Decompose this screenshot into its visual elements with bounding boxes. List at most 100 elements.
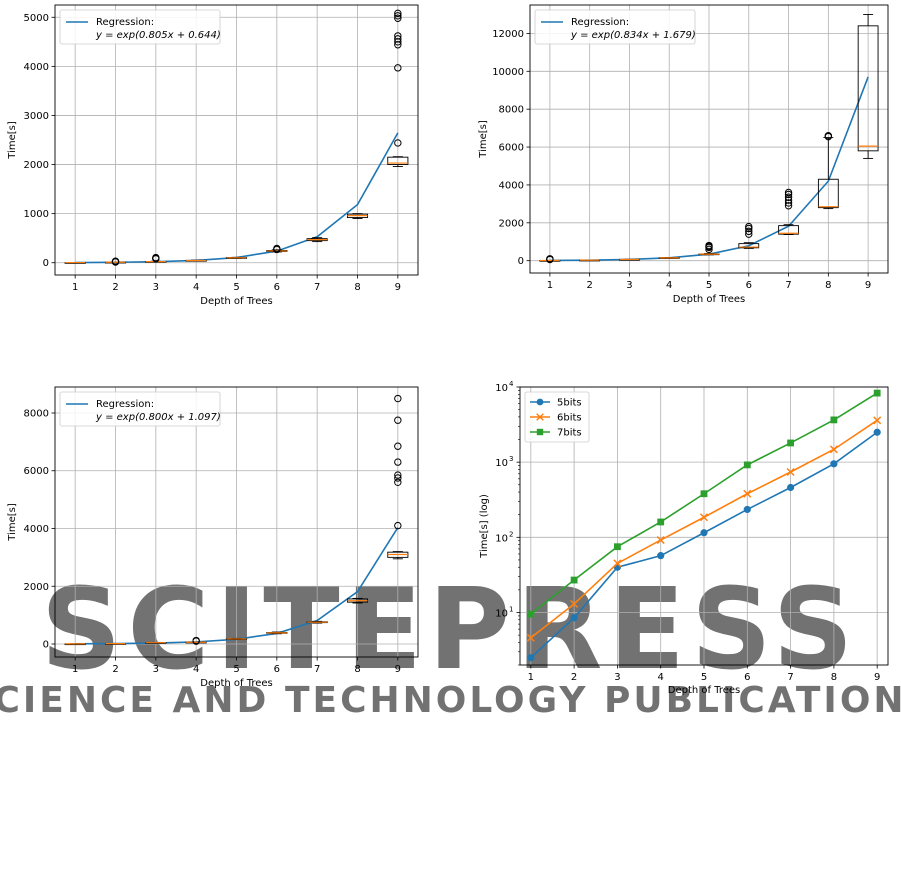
- data-point: [786, 467, 795, 477]
- box-6: [738, 222, 760, 249]
- data-point: [743, 489, 752, 498]
- box-9: [387, 394, 409, 560]
- legend-box: [59, 391, 221, 427]
- x-tick-label: 2: [571, 672, 577, 683]
- outlier-point: [111, 257, 120, 265]
- data-point: [570, 576, 578, 584]
- outlier-point: [394, 12, 402, 20]
- y-tick-label: 12000: [492, 29, 524, 40]
- outlier-point: [824, 131, 833, 140]
- box-3: [619, 258, 640, 261]
- x-tick-label: 9: [395, 282, 401, 293]
- legend-marker: [536, 428, 544, 436]
- box-1: [64, 261, 86, 264]
- y-axis-label: Time[s] (log): [479, 494, 490, 559]
- data-point: [830, 460, 838, 468]
- box-5: [225, 637, 248, 640]
- y-tick-label: 2000: [24, 582, 49, 593]
- data-point: [700, 490, 708, 498]
- x-tick-label: 9: [865, 280, 871, 291]
- outlier-point: [784, 196, 793, 204]
- legend: 5bits 6bits 7bits: [524, 391, 590, 443]
- data-point: [570, 614, 578, 622]
- outlier-point: [394, 64, 402, 72]
- y-tick-label-base: 10: [495, 458, 508, 469]
- chart-panel-top-right: 1 2 3 4 5 6 7 8 9 0 2000 4000 6000 8000 10000 12000 Dept…: [478, 4, 889, 305]
- data-point: [700, 529, 708, 537]
- x-tick-label: 5: [233, 664, 239, 675]
- box-5: [225, 256, 248, 259]
- data-point: [657, 552, 665, 560]
- marker-stroke: [656, 536, 665, 545]
- outlier-point: [745, 227, 753, 236]
- outlier-point: [745, 224, 753, 233]
- legend-title: Regression:: [96, 399, 154, 410]
- x-tick-label: 6: [274, 282, 280, 293]
- x-tick-label: 3: [153, 664, 159, 675]
- x-tick-label: 6: [744, 672, 750, 683]
- y-tick-label: 1000: [24, 209, 49, 220]
- box-9: [387, 9, 409, 167]
- box-2: [579, 259, 601, 262]
- outlier-point: [394, 521, 402, 530]
- data-point: [613, 559, 622, 568]
- x-axis-label: Depth of Trees: [200, 678, 273, 689]
- x-tick-label: 6: [746, 280, 752, 291]
- x-axis-label: Depth of Trees: [668, 685, 741, 696]
- y-tick-label: 5000: [24, 13, 49, 24]
- y-tick-label: 0: [518, 256, 524, 267]
- x-tick-label: 2: [586, 280, 592, 291]
- x-tick-label: 7: [314, 282, 320, 293]
- legend-entry-7bits: 7bits: [530, 428, 582, 439]
- x-tick-label: 8: [354, 282, 360, 293]
- y-tick-label-exponent: 2: [509, 530, 513, 538]
- outlier-point: [394, 32, 402, 40]
- outlier-point: [784, 199, 793, 207]
- box-4: [185, 636, 207, 645]
- marker-stroke: [570, 599, 579, 608]
- outlier-point: [705, 241, 713, 250]
- chart-panel-bottom-left: 1 2 3 4 5 6 7 8 9 0 2000 4000 6000 8000 Depth of Trees…: [7, 386, 419, 689]
- y-axis-label: Time[s]: [7, 121, 18, 160]
- y-axis-label: Time[s]: [478, 120, 489, 159]
- outlier-point: [394, 41, 402, 49]
- box-body: [738, 243, 760, 249]
- series-6bits: [526, 416, 882, 642]
- x-tick-label: 9: [874, 672, 880, 683]
- outlier-point: [394, 458, 402, 466]
- x-tick-label: 5: [233, 282, 239, 293]
- x-tick-label: 1: [72, 282, 78, 293]
- outlier-point: [784, 193, 793, 201]
- x-tick-label: 5: [701, 672, 707, 683]
- legend-title: Regression:: [96, 17, 154, 28]
- legend-entry-5bits: 5bits: [530, 398, 582, 409]
- x-tick-label: 6: [274, 664, 280, 675]
- box-2: [104, 257, 127, 266]
- x-tick-label: 2: [112, 664, 118, 675]
- x-tick-label: 2: [112, 282, 118, 293]
- box-3: [145, 253, 167, 263]
- legend-marker: [536, 413, 544, 421]
- legend-label: 5bits: [557, 398, 582, 409]
- x-tick-label: 5: [706, 280, 712, 291]
- x-tick-label: 8: [831, 672, 837, 683]
- box-4: [658, 257, 680, 259]
- y-tick-label: 6000: [499, 143, 524, 154]
- box-body: [817, 178, 839, 209]
- box-3: [145, 641, 167, 644]
- y-tick-label-base: 10: [495, 608, 508, 619]
- legend-formula: y = exp(0.800x + 1.097): [95, 412, 221, 423]
- x-tick-label: 1: [547, 280, 553, 291]
- legend-box: [534, 9, 696, 45]
- data-point: [829, 445, 838, 454]
- data-point: [699, 513, 709, 522]
- marker-stroke: [613, 559, 622, 568]
- y-tick-label: 8000: [24, 408, 49, 419]
- x-tick-label: 7: [787, 672, 793, 683]
- box-1: [539, 255, 561, 264]
- y-tick-label: 6000: [24, 466, 49, 477]
- x-tick-label: 8: [825, 280, 831, 291]
- outlier-point: [546, 255, 554, 263]
- watermark-line2: SCIENCE AND TECHNOLOGY PUBLICATIONS: [0, 680, 901, 721]
- x-axis-label: Depth of Trees: [673, 294, 746, 305]
